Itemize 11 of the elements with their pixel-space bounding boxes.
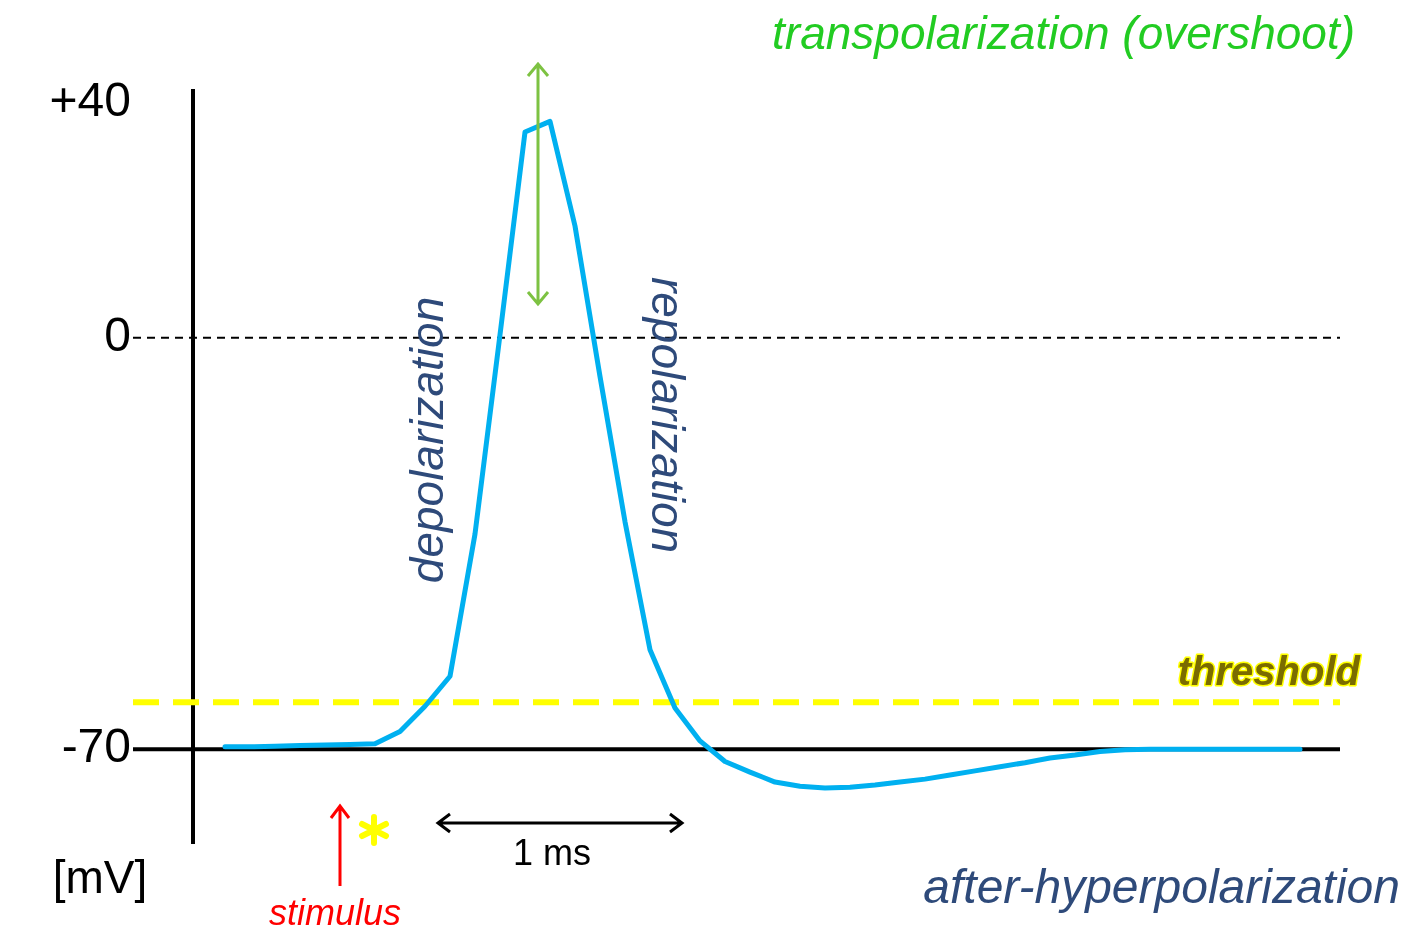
text: after-hyperpolarization	[923, 860, 1400, 914]
ref-line-label: threshold	[1177, 649, 1362, 694]
text: stimulus	[268, 892, 402, 934]
text: transpolarization (overshoot)	[772, 6, 1355, 59]
y-tick-label: +40	[49, 72, 131, 126]
annotation: repolarization	[642, 276, 695, 554]
y-tick-label: 0	[104, 307, 131, 361]
annotation: 1 ms	[512, 831, 592, 873]
y-tick-label: -70	[61, 719, 131, 773]
annotation: depolarization	[400, 296, 453, 584]
y-axis-title: [mV]	[52, 850, 148, 903]
